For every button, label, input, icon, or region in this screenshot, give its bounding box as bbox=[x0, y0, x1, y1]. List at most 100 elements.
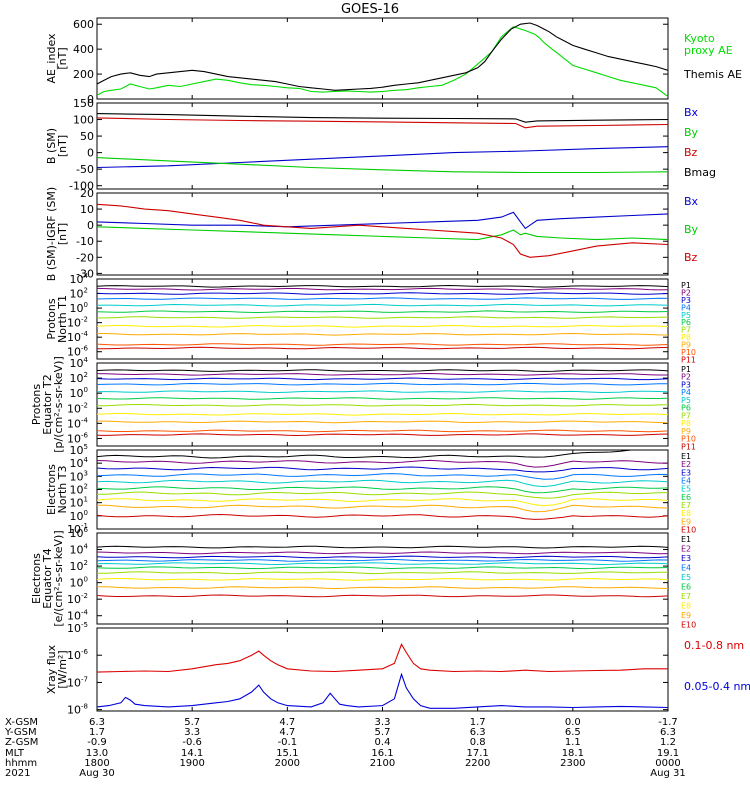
y-axis-label: Equator T2 bbox=[41, 374, 54, 434]
x-axis-row-label: hhmm bbox=[5, 758, 37, 769]
y-tick-label: 10-7 bbox=[67, 675, 88, 689]
channel-line-e3 bbox=[97, 466, 668, 473]
y-axis-label: Electrons bbox=[30, 553, 43, 604]
x-axis-value: 1.2 bbox=[660, 737, 676, 748]
channel-label: P4 bbox=[681, 303, 691, 312]
channel-line-p6 bbox=[97, 310, 668, 314]
y-tick-label: 100 bbox=[70, 576, 88, 590]
y-axis-label: [nT] bbox=[56, 135, 69, 157]
y-tick-label: -30 bbox=[76, 267, 94, 280]
channel-label: E5 bbox=[681, 573, 691, 582]
x-axis-value: 19.1 bbox=[657, 748, 679, 759]
legend-entry: By bbox=[684, 126, 699, 139]
y-tick-label: 10 bbox=[80, 203, 94, 216]
channel-label: P9 bbox=[681, 427, 691, 436]
channel-label: P8 bbox=[681, 419, 691, 428]
series-line-bz bbox=[97, 203, 668, 258]
legend-entry: Bx bbox=[684, 195, 699, 208]
y-tick-label: 0 bbox=[87, 93, 94, 106]
x-axis-row-label: 2021 bbox=[5, 768, 30, 779]
x-axis-value: -0.1 bbox=[278, 737, 298, 748]
y-tick-label: -100 bbox=[69, 180, 94, 193]
y-tick-label: 104 bbox=[70, 543, 89, 557]
y-tick-label: 105 bbox=[70, 443, 88, 457]
y-tick-label: 10-8 bbox=[67, 703, 88, 717]
y-tick-label: 10-4 bbox=[67, 330, 89, 344]
x-axis-value: 16.1 bbox=[371, 748, 393, 759]
channel-line-e9 bbox=[97, 586, 668, 590]
legend-entry: Themis AE bbox=[683, 68, 742, 81]
y-tick-label: 10-6 bbox=[67, 648, 89, 662]
x-axis-value: -0.9 bbox=[87, 737, 107, 748]
y-axis-label: North T3 bbox=[56, 466, 69, 514]
channel-line-e6 bbox=[97, 566, 668, 570]
channel-label: E4 bbox=[681, 477, 691, 486]
channel-label: E1 bbox=[681, 535, 691, 544]
y-tick-label: 101 bbox=[70, 496, 88, 510]
panel-frame bbox=[96, 192, 669, 276]
channel-label: P10 bbox=[681, 435, 696, 444]
legend-entry: 0.1-0.8 nm bbox=[684, 639, 744, 652]
y-axis-label: [p/(cm²-s-sr-keV)] bbox=[52, 356, 65, 453]
legend-entry: Bx bbox=[684, 106, 699, 119]
x-axis-value: 6.5 bbox=[565, 727, 581, 738]
channel-line-p1 bbox=[97, 369, 668, 372]
channel-line-e3 bbox=[97, 555, 668, 559]
channel-line-p4 bbox=[97, 382, 668, 386]
y-tick-label: 100 bbox=[70, 386, 88, 400]
channel-label: P6 bbox=[681, 318, 691, 327]
channel-label: E8 bbox=[681, 509, 691, 518]
channel-line-e4 bbox=[97, 558, 668, 562]
channel-line-e2 bbox=[97, 551, 668, 555]
x-axis-value: 0000 bbox=[655, 758, 680, 769]
channel-label: P4 bbox=[681, 388, 691, 397]
x-axis-value: 3.3 bbox=[375, 717, 391, 728]
x-axis-value: 15.1 bbox=[276, 748, 298, 759]
x-axis-value: 0.8 bbox=[470, 737, 486, 748]
channel-label: E9 bbox=[681, 611, 691, 620]
channel-line-e4 bbox=[97, 473, 668, 480]
channel-line-e6 bbox=[97, 486, 668, 494]
x-axis-value: 1.7 bbox=[470, 717, 486, 728]
series-line-by bbox=[97, 157, 668, 174]
y-tick-label: 150 bbox=[73, 97, 94, 110]
y-tick-label: 50 bbox=[80, 130, 94, 143]
x-axis-value: -1.7 bbox=[658, 717, 678, 728]
series-line-bmag bbox=[97, 113, 668, 123]
channel-label: E3 bbox=[681, 468, 691, 477]
x-axis-row-label: X-GSM bbox=[5, 717, 38, 728]
y-axis-label: Electrons bbox=[45, 464, 58, 515]
channel-label: P5 bbox=[681, 396, 691, 405]
y-axis-label: AE_index bbox=[45, 33, 58, 84]
series-line-kyoto-proxy-ae bbox=[97, 26, 668, 97]
channel-line-p1 bbox=[97, 284, 668, 288]
y-tick-label: 10-5 bbox=[67, 621, 88, 635]
y-tick-label: 600 bbox=[73, 18, 94, 31]
channel-label: P11 bbox=[681, 355, 696, 364]
x-axis-value: Aug 30 bbox=[79, 768, 114, 779]
panel-2: -100 -50 0 50 100 150 B (SM)[nT] Bx By Bz Bmag bbox=[45, 97, 716, 193]
x-axis-row-label: MLT bbox=[5, 748, 25, 759]
channel-line-p9 bbox=[97, 420, 668, 424]
channel-line-e5 bbox=[97, 562, 668, 566]
channel-line-p3 bbox=[97, 377, 668, 381]
y-tick-label: 104 bbox=[70, 456, 89, 470]
channel-line-p2 bbox=[97, 287, 668, 291]
y-tick-label: -10 bbox=[76, 235, 94, 248]
panel-3: -30 -20 -10 0 10 20 B (SM)-IGRF (SM)[nT] Bx By Bz bbox=[45, 187, 699, 281]
y-tick-label: 10-2 bbox=[67, 592, 88, 606]
y-tick-label: 100 bbox=[70, 509, 88, 523]
channel-label: P9 bbox=[681, 341, 691, 350]
legend-entry: Bz bbox=[684, 146, 698, 159]
x-axis-value: -0.6 bbox=[182, 737, 202, 748]
y-tick-label: 106 bbox=[70, 526, 89, 540]
x-axis-value: 4.7 bbox=[279, 717, 295, 728]
y-axis-label: Equator T4 bbox=[41, 548, 54, 608]
x-axis-value: 6.3 bbox=[470, 727, 486, 738]
figure-title: GOES-16 bbox=[341, 2, 399, 17]
y-axis-label: B (SM)-IGRF (SM) bbox=[45, 187, 58, 281]
y-axis-label: [e/(cm²-s-sr-keV)] bbox=[52, 530, 65, 626]
channel-label: E2 bbox=[681, 460, 691, 469]
